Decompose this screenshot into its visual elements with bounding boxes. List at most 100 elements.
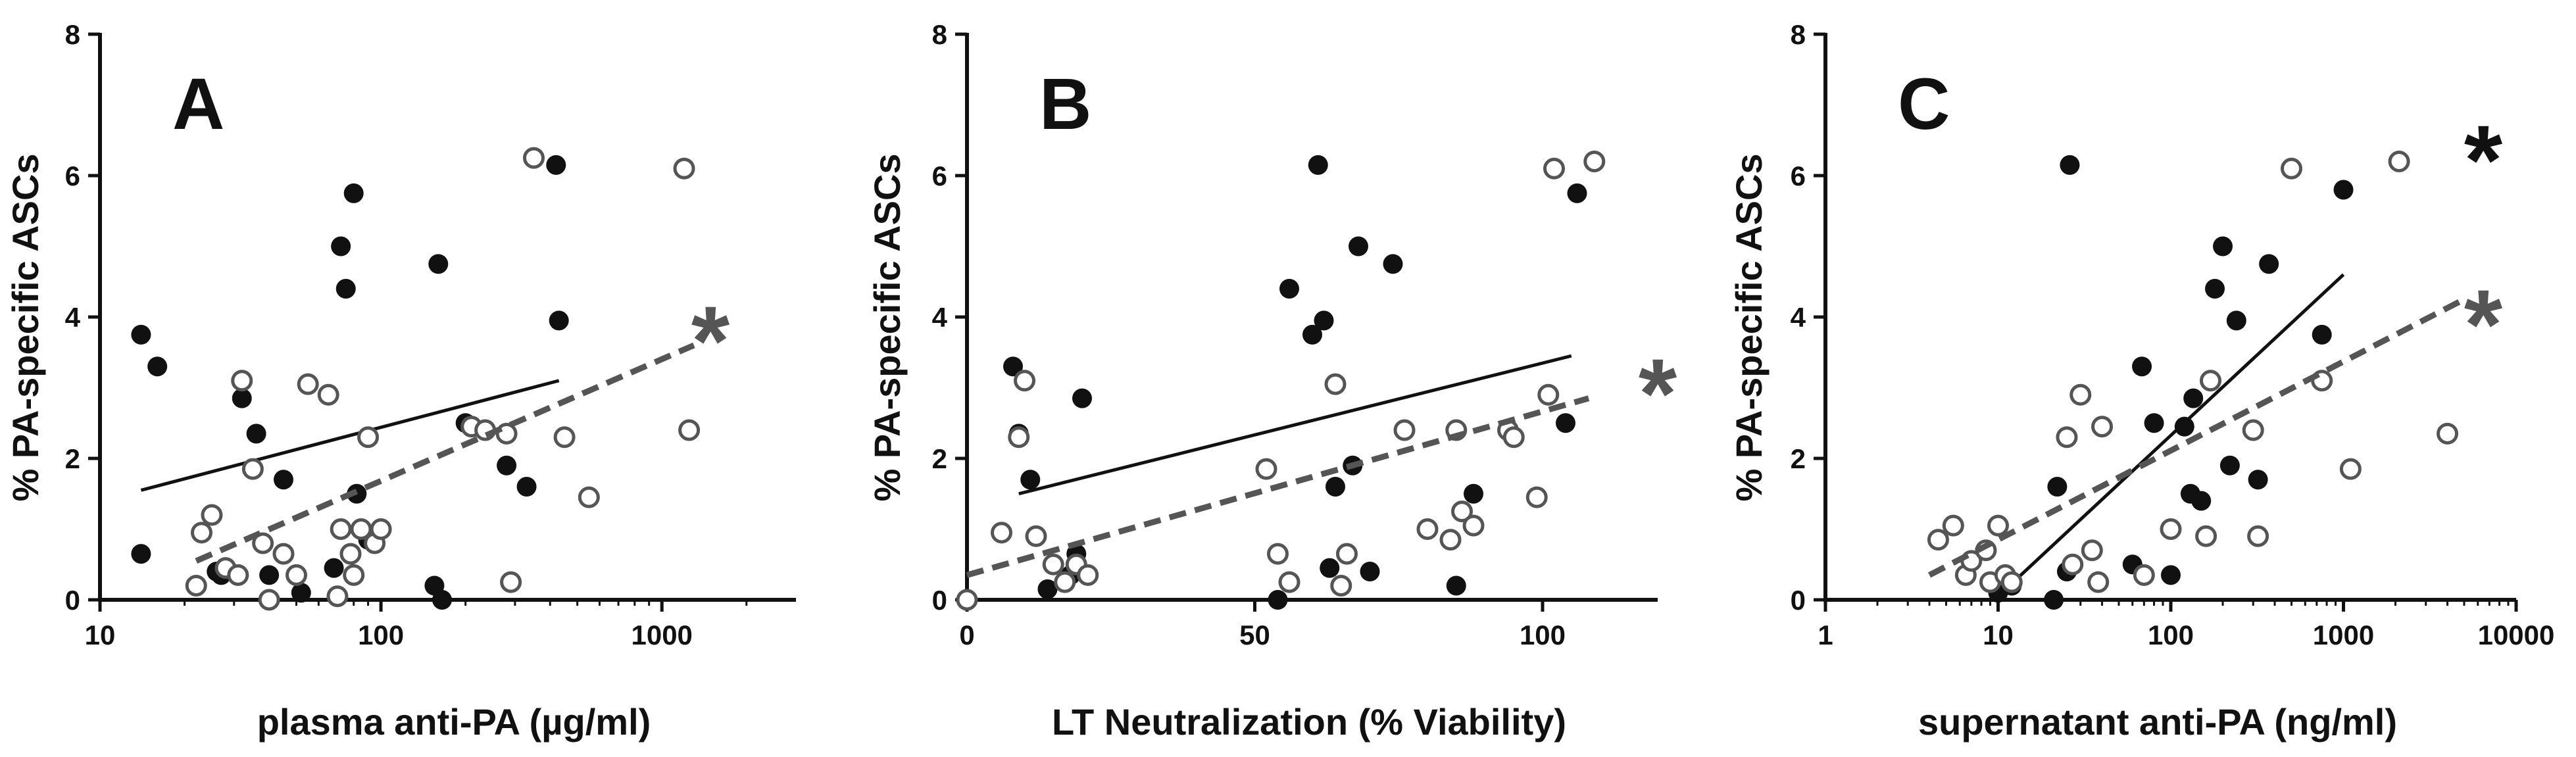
data-point-open — [1942, 514, 1964, 537]
data-point-open — [2081, 539, 2103, 562]
plot-area: 0 2 4 6 8 10 100 1000 — [65, 19, 796, 650]
panel-b: % PA-specific ASCs B LT Neutralization (… — [866, 19, 1677, 743]
y-tick-label: 6 — [65, 160, 80, 191]
data-point-open — [185, 575, 207, 597]
data-point-closed — [246, 424, 266, 444]
data-point-open — [2199, 370, 2221, 392]
data-point-closed — [1567, 183, 1587, 203]
data-point-open — [1054, 571, 1076, 593]
data-point-open — [2069, 383, 2092, 406]
data-point-open — [1543, 157, 1565, 180]
fit-line-closed — [1996, 273, 2345, 598]
data-point-open — [2056, 426, 2078, 449]
data-point-open — [317, 383, 339, 406]
fit-line-open — [966, 395, 1590, 578]
data-point-closed — [232, 388, 252, 408]
x-tick-label: 1000 — [631, 620, 692, 650]
data-point-closed — [2259, 254, 2279, 274]
y-tick-label: 8 — [65, 19, 80, 50]
data-point-open — [1462, 514, 1485, 537]
data-point-closed — [2205, 279, 2225, 299]
data-point-closed — [1003, 356, 1023, 377]
data-point-closed — [1446, 575, 1466, 596]
data-point-open — [1255, 458, 1277, 480]
data-point-open — [1267, 543, 1289, 565]
data-point-open — [339, 543, 362, 565]
data-point-closed — [1360, 562, 1380, 581]
data-point-closed — [1279, 279, 1299, 299]
x-tick-label: 1 — [1818, 620, 1833, 650]
data-point-closed — [1464, 483, 1483, 504]
significance-star-open: * — [691, 285, 730, 396]
y-tick-label: 6 — [1791, 160, 1806, 191]
data-point-closed — [2132, 356, 2152, 377]
data-point-closed — [259, 565, 280, 585]
fit-line-closed — [1018, 354, 1572, 496]
data-point-closed — [2183, 388, 2204, 408]
data-point-open — [2160, 518, 2182, 540]
data-point-open — [1416, 518, 1439, 540]
x-tick-label: 0 — [959, 620, 974, 650]
data-point-closed — [131, 324, 151, 345]
data-point-open — [330, 518, 352, 540]
data-point-closed — [324, 558, 344, 578]
data-point-open — [2062, 553, 2084, 575]
data-point-closed — [1308, 155, 1328, 175]
data-point-closed — [2047, 477, 2068, 497]
panel-letter: A — [172, 64, 224, 145]
data-point-closed — [1320, 558, 1340, 578]
data-point-open — [1987, 514, 2009, 537]
data-point-open — [1927, 529, 1949, 551]
data-point-open — [1324, 373, 1347, 395]
y-axis-title: % PA-specific ASCs — [866, 153, 908, 501]
data-point-open — [2000, 571, 2023, 593]
data-point-closed — [273, 470, 293, 490]
data-point-closed — [335, 279, 356, 299]
data-point-closed — [2060, 155, 2080, 175]
data-point-closed — [1072, 388, 1092, 408]
data-point-open — [1336, 543, 1358, 565]
y-tick-label: 2 — [932, 443, 947, 474]
significance-star-open: * — [1639, 338, 1677, 449]
x-tick-label: 10 — [85, 620, 116, 650]
data-point-closed — [331, 236, 351, 256]
data-point-closed — [2213, 236, 2233, 256]
data-point-open — [2280, 157, 2302, 180]
data-point-closed — [2226, 310, 2246, 331]
significance-star-closed: * — [2464, 105, 2503, 215]
y-tick-label: 4 — [1791, 302, 1806, 333]
data-point-closed — [1268, 590, 1288, 610]
data-point-closed — [2161, 565, 2181, 585]
data-point-open — [2087, 571, 2110, 593]
data-point-closed — [2312, 324, 2332, 345]
data-point-open — [1439, 529, 1462, 551]
data-point-open — [227, 564, 249, 586]
y-tick-label: 0 — [932, 585, 947, 616]
data-point-open — [956, 589, 978, 611]
data-point-open — [2195, 525, 2217, 547]
data-point-open — [1583, 151, 1606, 172]
data-point-closed — [428, 254, 449, 274]
data-point-open — [2242, 419, 2264, 441]
data-point-open — [357, 426, 380, 449]
data-point-open — [1008, 426, 1030, 449]
data-point-closed — [546, 155, 566, 175]
panel-letter: C — [1898, 64, 1950, 145]
data-point-open — [2388, 151, 2410, 172]
data-point-open — [231, 370, 253, 392]
y-axis-title: % PA-specific ASCs — [5, 153, 46, 501]
data-point-open — [522, 147, 545, 169]
y-tick-label: 2 — [65, 443, 80, 474]
data-point-open — [1014, 370, 1035, 392]
data-point-closed — [343, 183, 364, 203]
x-axis-title: supernatant anti-PA (ng/ml) — [1918, 701, 2397, 743]
data-point-open — [2247, 525, 2269, 547]
x-tick-label: 100 — [2148, 620, 2194, 650]
y-tick-label: 8 — [932, 19, 947, 50]
data-point-open — [1077, 564, 1099, 586]
x-tick-label: 1000 — [2313, 620, 2374, 650]
data-point-open — [578, 486, 600, 508]
data-point-open — [500, 571, 522, 593]
data-point-closed — [1314, 310, 1334, 331]
y-tick-label: 4 — [932, 302, 948, 333]
